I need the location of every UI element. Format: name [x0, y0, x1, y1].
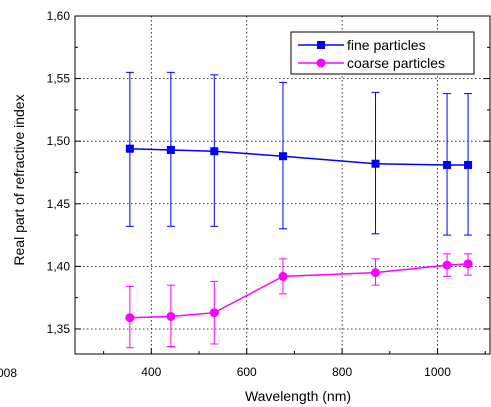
y-axis-title: Real part of refractive index	[11, 94, 27, 265]
tick-labels: 400 600 800 1000 1,35 1,40 1,45 1,50 1,55 1,60	[47, 9, 452, 379]
legend-label-fine: fine particles	[347, 37, 426, 53]
data-point-fine	[443, 160, 452, 169]
data-point-fine	[371, 159, 380, 168]
data-point-fine	[278, 152, 287, 161]
legend-label-coarse: coarse particles	[347, 55, 445, 71]
data-point-coarse	[166, 311, 176, 321]
data-point-coarse	[371, 268, 381, 278]
data-point-coarse	[463, 259, 473, 269]
data-point-fine	[125, 144, 134, 153]
clipped-x-tick-label: 008	[0, 366, 17, 380]
legend-marker-fine	[317, 41, 325, 49]
series-line-coarse	[129, 263, 469, 319]
data-point-fine	[210, 147, 219, 156]
y-tick-label: 1,35	[47, 322, 71, 336]
x-tick-label: 1000	[424, 365, 451, 379]
error-bars	[125, 71, 473, 349]
data-point-coarse	[442, 260, 452, 270]
x-tick-label: 600	[237, 365, 257, 379]
data-point-fine	[166, 145, 175, 154]
data-point-coarse	[125, 313, 135, 323]
x-axis-title: Wavelength (nm)	[245, 388, 351, 404]
y-tick-label: 1,50	[47, 134, 71, 148]
data-point-coarse	[278, 271, 288, 281]
x-tick-label: 400	[141, 365, 161, 379]
y-tick-label: 1,55	[47, 72, 71, 86]
data-point-coarse	[209, 308, 219, 318]
series-lines	[129, 147, 469, 319]
y-tick-label: 1,40	[47, 259, 71, 273]
series-markers	[125, 144, 473, 323]
x-tick-label: 800	[332, 365, 352, 379]
data-point-fine	[464, 160, 473, 169]
y-tick-label: 1,60	[47, 9, 71, 23]
plot-frame	[74, 15, 491, 355]
y-tick-label: 1,45	[47, 197, 71, 211]
legend-marker-coarse	[316, 58, 326, 68]
axis-ticks	[75, 15, 490, 354]
series-line-fine	[129, 147, 469, 166]
legend: fine particles coarse particles	[290, 31, 475, 75]
